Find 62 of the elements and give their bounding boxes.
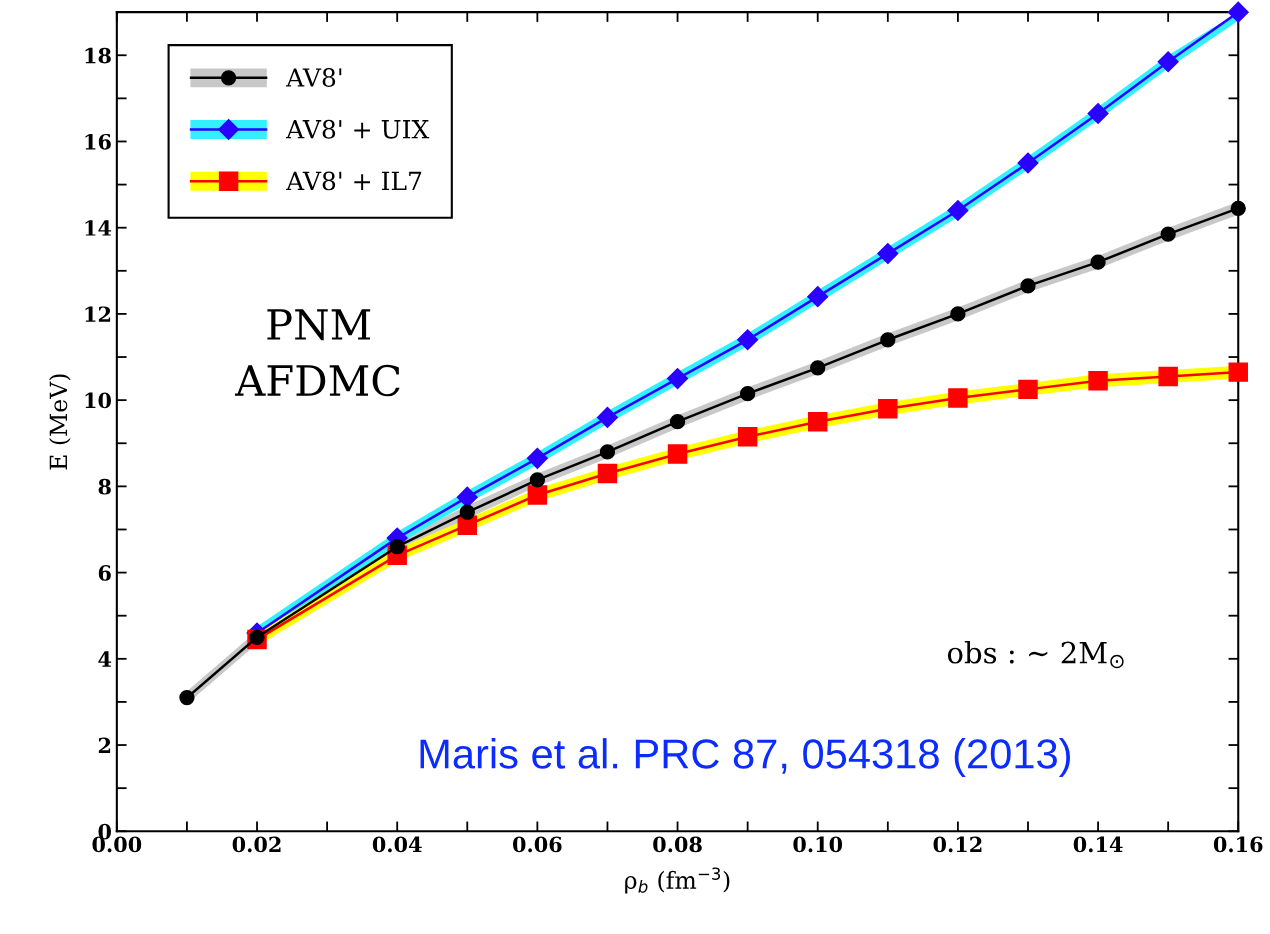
point [807,411,828,432]
point [947,199,969,221]
y-axis-title: E (MeV) [49,374,71,470]
point [878,399,898,419]
x-tick-label: 0.08 [653,836,702,853]
x-tick-label: 0.10 [793,836,843,853]
x-tick-label: 0.02 [232,836,281,853]
point [737,329,759,351]
point [1087,102,1109,124]
x-tick-label: 0.12 [933,836,982,853]
point [389,539,405,555]
y-tick-label: 8 [98,478,111,495]
point [179,689,195,706]
point [667,368,689,390]
point [1158,366,1178,387]
point [807,286,829,308]
point [1018,379,1038,400]
y-tick-label: 2 [98,737,111,753]
y-tick-label: 4 [98,651,112,667]
point [597,463,618,484]
annotation: PNM AFDMC [234,309,400,397]
x-tick-label: 0.04 [372,836,422,853]
point [1157,51,1179,73]
legend-label: AV8' [285,68,342,87]
y-tick-label: 18 [85,47,111,64]
y-tick-label: 12 [85,306,111,322]
point [880,332,896,348]
legend-label: AV8' + UIX [285,119,430,139]
point [739,386,756,402]
y-tick-label: 10 [85,392,111,409]
y-tick-label: 6 [98,565,111,581]
point [950,306,966,322]
point [1228,362,1248,382]
point [1020,278,1036,294]
point [526,447,548,469]
point [948,388,968,408]
point [459,504,475,520]
point [527,485,548,505]
point [596,406,618,428]
point [456,486,478,508]
point [737,427,758,447]
point [1230,200,1246,216]
point [599,444,616,460]
point [669,414,686,430]
point [1017,152,1039,174]
x-tick-label: 0.16 [1213,836,1263,853]
point [1088,371,1108,391]
x-axis-title: ρ$_{b}$ (fm$^{−3}$) [625,867,730,894]
annotation: Maris et al. PRC 87, 054318 (2013) [420,738,1070,777]
point [1227,1,1249,23]
point [667,444,688,464]
point [810,360,826,376]
point [529,472,546,488]
point [1160,226,1176,242]
x-tick-label: 0.14 [1073,836,1123,853]
point [1090,254,1106,270]
point [877,243,899,265]
legend-label: AV8' + IL7 [285,171,422,191]
x-tick-label: 0.06 [512,836,562,853]
y-tick-label: 16 [85,133,111,150]
annotation: obs : ∼ 2M$_{⊙}$ [947,641,1124,669]
y-tick-label: 14 [85,220,112,236]
